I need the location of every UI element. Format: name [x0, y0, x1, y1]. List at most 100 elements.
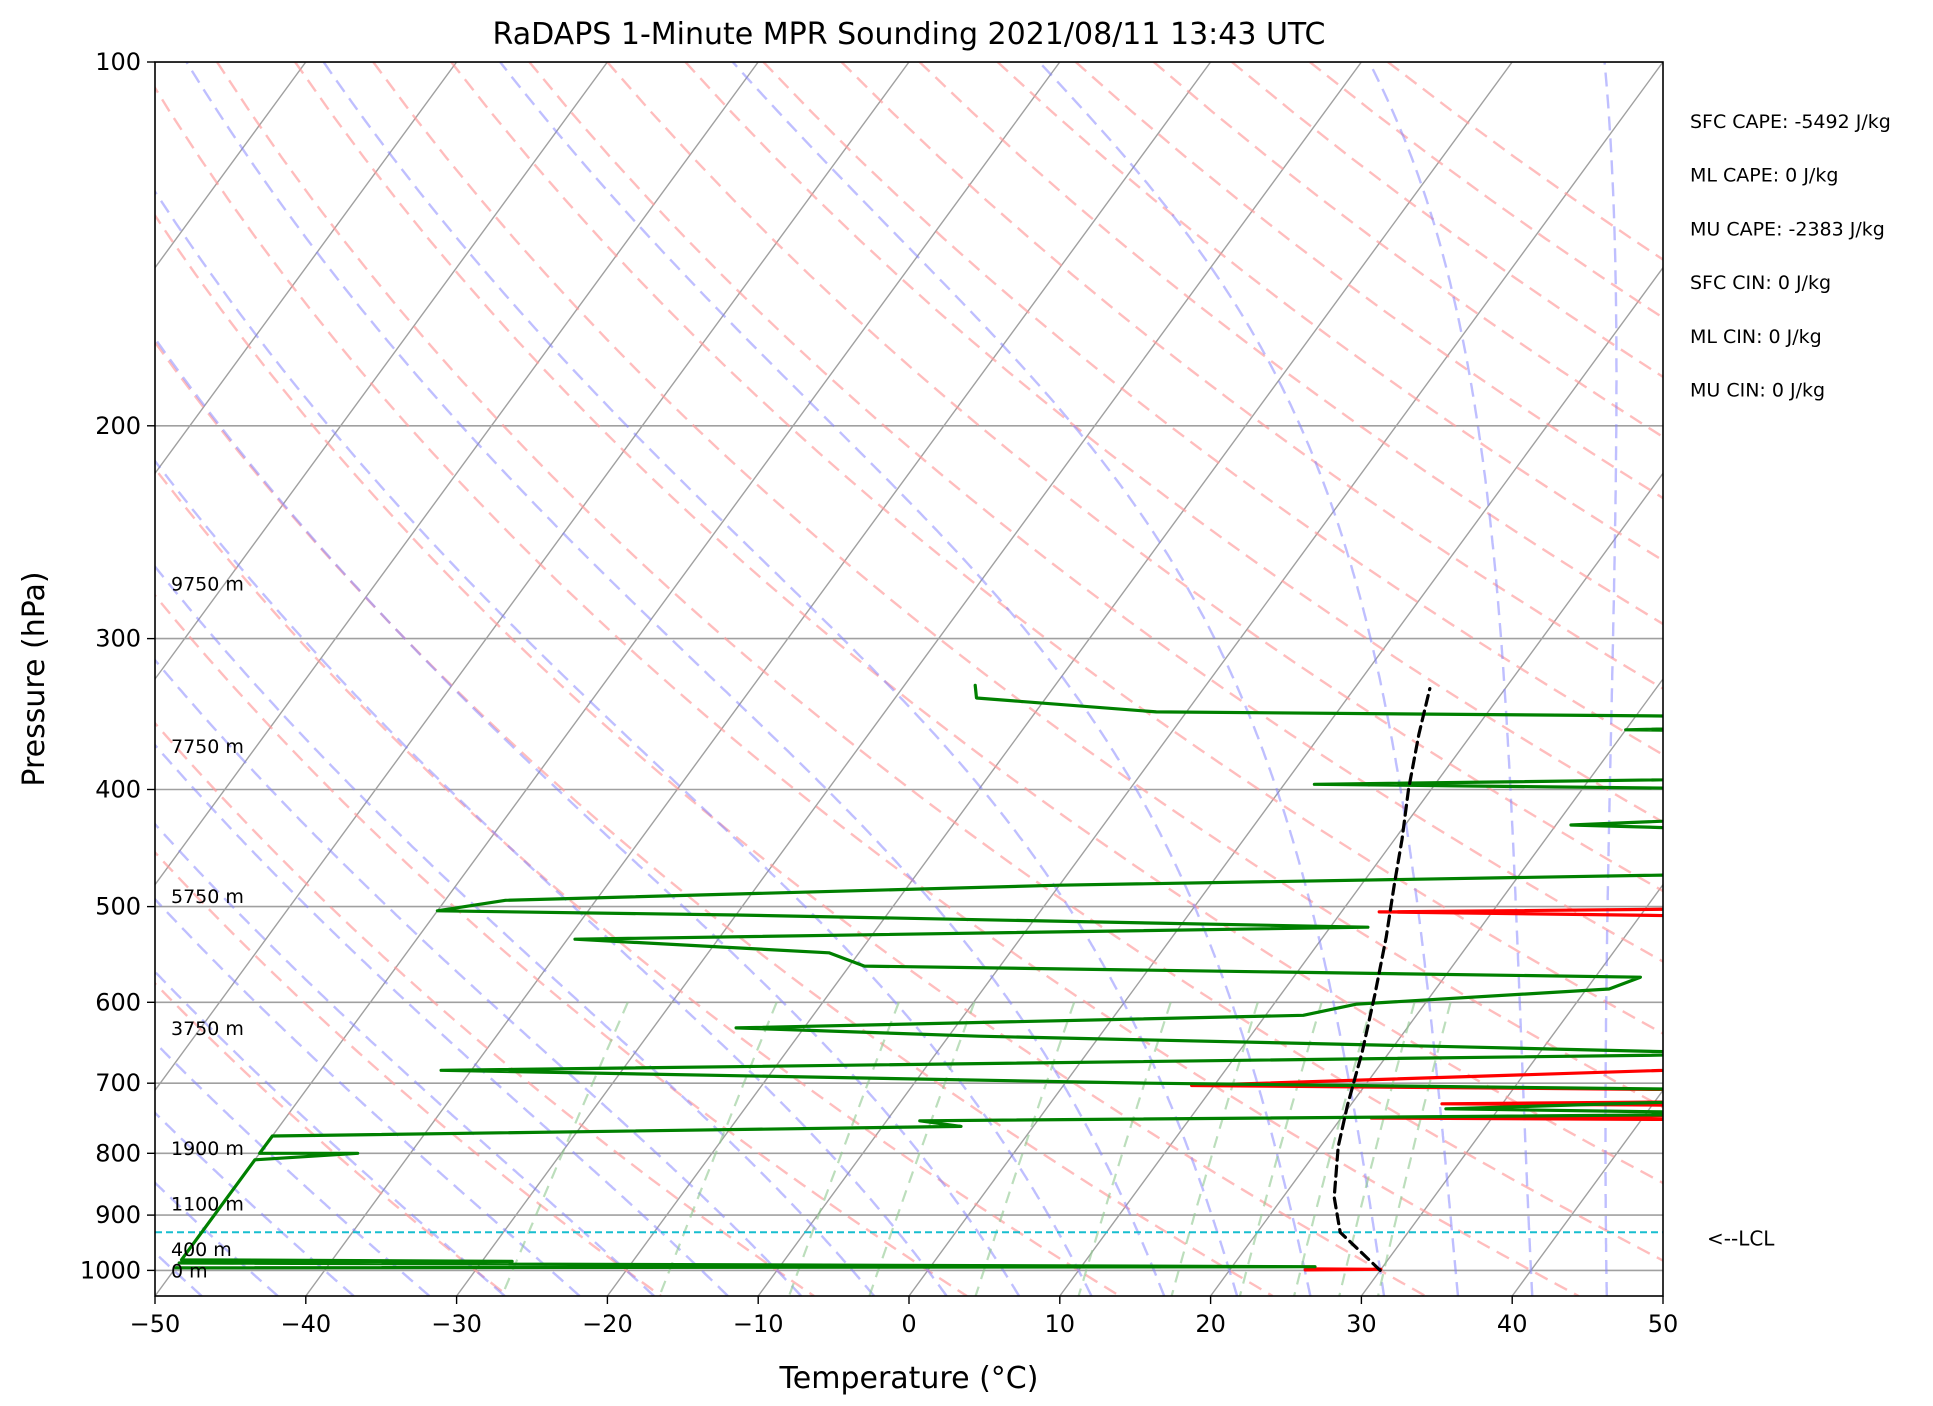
y-tick-label: 100: [95, 48, 141, 76]
data-lines: [155, 683, 1663, 1272]
moist-adiabat: [155, 970, 506, 1296]
height-label: 5750 m: [171, 886, 244, 908]
dry-adiabat: [155, 85, 1580, 1296]
moist-adiabat: [322, 62, 1239, 1296]
isotherm-line: [1360, 883, 1663, 1296]
dry-adiabat: [294, 62, 1663, 1185]
dry-adiabat: [606, 62, 1663, 893]
isotherm-line: [606, 62, 1513, 1296]
moist-adiabat: [185, 62, 1166, 1296]
moist-adiabat: [1038, 62, 1460, 1296]
mixing-ratio-line: [1170, 1001, 1259, 1296]
x-tick-label: 30: [1346, 1310, 1377, 1338]
y-tick-label: 900: [95, 1201, 141, 1229]
x-tick-label: 50: [1648, 1310, 1679, 1338]
moist-adiabat: [155, 658, 803, 1296]
isotherm-line: [1059, 472, 1663, 1296]
mixing-ratio-line: [1338, 1002, 1416, 1296]
moist-adiabat: [155, 189, 1093, 1296]
y-tick-label: 600: [95, 988, 141, 1016]
dry-adiabat: [684, 62, 1663, 824]
x-tick-label: −40: [280, 1310, 331, 1338]
stat-line: SFC CIN: 0 J/kg: [1690, 272, 1831, 294]
height-label: 3750 m: [171, 1018, 244, 1040]
stat-line: MU CAPE: -2383 J/kg: [1690, 218, 1885, 240]
height-label: 400 m: [171, 1239, 232, 1261]
isotherm-line: [155, 62, 1061, 1296]
isotherm-line: [155, 62, 759, 886]
moist-adiabat: [155, 743, 729, 1296]
x-tick-label: 40: [1497, 1310, 1528, 1338]
stat-line: ML CIN: 0 J/kg: [1690, 326, 1822, 348]
moist-adiabat: [731, 62, 1386, 1296]
y-tick-label: 500: [95, 893, 141, 921]
height-label: 1900 m: [171, 1138, 244, 1160]
x-tick-label: 0: [901, 1310, 916, 1338]
height-label: 1100 m: [171, 1193, 244, 1215]
x-axis: −50 −40 −30 −20 −10 0 10 20 30 40 50: [130, 1296, 1679, 1338]
moist-adiabat: [155, 336, 1021, 1296]
isotherm-line: [155, 62, 910, 1092]
lcl-label: <--LCL: [1707, 1226, 1775, 1250]
dry-adiabat: [155, 850, 662, 1296]
x-tick-label: −10: [733, 1310, 784, 1338]
moist-adiabat: [155, 897, 581, 1296]
height-labels: 9750 m 7750 m 5750 m 3750 m 1900 m 1100 m 400 …: [171, 573, 244, 1282]
chart-title: RaDAPS 1-Minute MPR Sounding 2021/08/11 …: [493, 17, 1326, 52]
dry-adiabat: [155, 213, 1427, 1296]
parameter-stats: SFC CAPE: -5492 J/kg ML CAPE: 0 J/kg MU CA…: [1690, 111, 1891, 402]
mixing-ratio-line: [1293, 1002, 1374, 1296]
mixing-ratio-line: [1238, 1001, 1323, 1296]
isotherm-line: [155, 62, 458, 475]
y-tick-label: 200: [95, 412, 141, 440]
temperature-line: [1440, 1100, 1663, 1107]
x-tick-label: 10: [1045, 1310, 1076, 1338]
parcel-line: [1332, 687, 1432, 1272]
mixing-ratio-line: [500, 1001, 629, 1296]
height-label: 0 m: [171, 1260, 208, 1282]
moist-adiabat: [155, 459, 948, 1296]
y-tick-label: 300: [95, 625, 141, 653]
temperature-line: [1377, 907, 1663, 918]
isotherm-line: [456, 62, 1362, 1296]
dry-adiabat: [840, 62, 1663, 691]
height-label: 9750 m: [171, 573, 244, 595]
isotherm-line: [908, 266, 1663, 1296]
x-axis-label: Temperature (°C): [779, 1361, 1039, 1396]
dry-adiabat: [155, 340, 1274, 1296]
moist-adiabat: [155, 564, 876, 1296]
mixing-ratio-line: [1077, 1001, 1172, 1296]
y-axis-label: Pressure (hPa): [17, 571, 52, 786]
y-tick-label: 1000: [80, 1256, 141, 1284]
x-tick-label: −20: [582, 1310, 633, 1338]
moist-adiabat: [1603, 62, 1618, 1296]
temperature-line: [1303, 1267, 1383, 1272]
dry-adiabat: [155, 466, 1121, 1296]
mixing-ratio-line: [1377, 1002, 1452, 1296]
y-axis: 100 200 300 400 500 600 700 800 900 1000: [80, 48, 155, 1284]
stat-line: ML CAPE: 0 J/kg: [1690, 165, 1838, 187]
y-tick-label: 800: [95, 1139, 141, 1167]
dry-adiabat: [215, 62, 1663, 1262]
height-label: 7750 m: [171, 736, 244, 758]
dry-adiabat: [155, 593, 968, 1296]
moist-adiabat: [155, 822, 655, 1296]
dry-adiabat: [372, 62, 1663, 1109]
x-tick-label: 20: [1195, 1310, 1226, 1338]
moist-adiabat: [499, 62, 1312, 1296]
dewpoint-line: [174, 683, 1663, 1270]
background-lines: [155, 62, 1663, 1296]
stat-line: MU CIN: 0 J/kg: [1690, 380, 1825, 402]
isotherm-line: [757, 62, 1663, 1296]
y-tick-label: 700: [95, 1069, 141, 1097]
dry-adiabat: [450, 62, 1663, 1035]
isotherm-line: [305, 62, 1212, 1296]
mixing-ratio-line: [658, 1001, 778, 1296]
y-tick-label: 400: [95, 776, 141, 804]
moist-adiabat: [1368, 62, 1534, 1296]
stat-line: SFC CAPE: -5492 J/kg: [1690, 111, 1891, 133]
x-tick-label: −30: [431, 1310, 482, 1338]
x-tick-label: −50: [130, 1310, 181, 1338]
